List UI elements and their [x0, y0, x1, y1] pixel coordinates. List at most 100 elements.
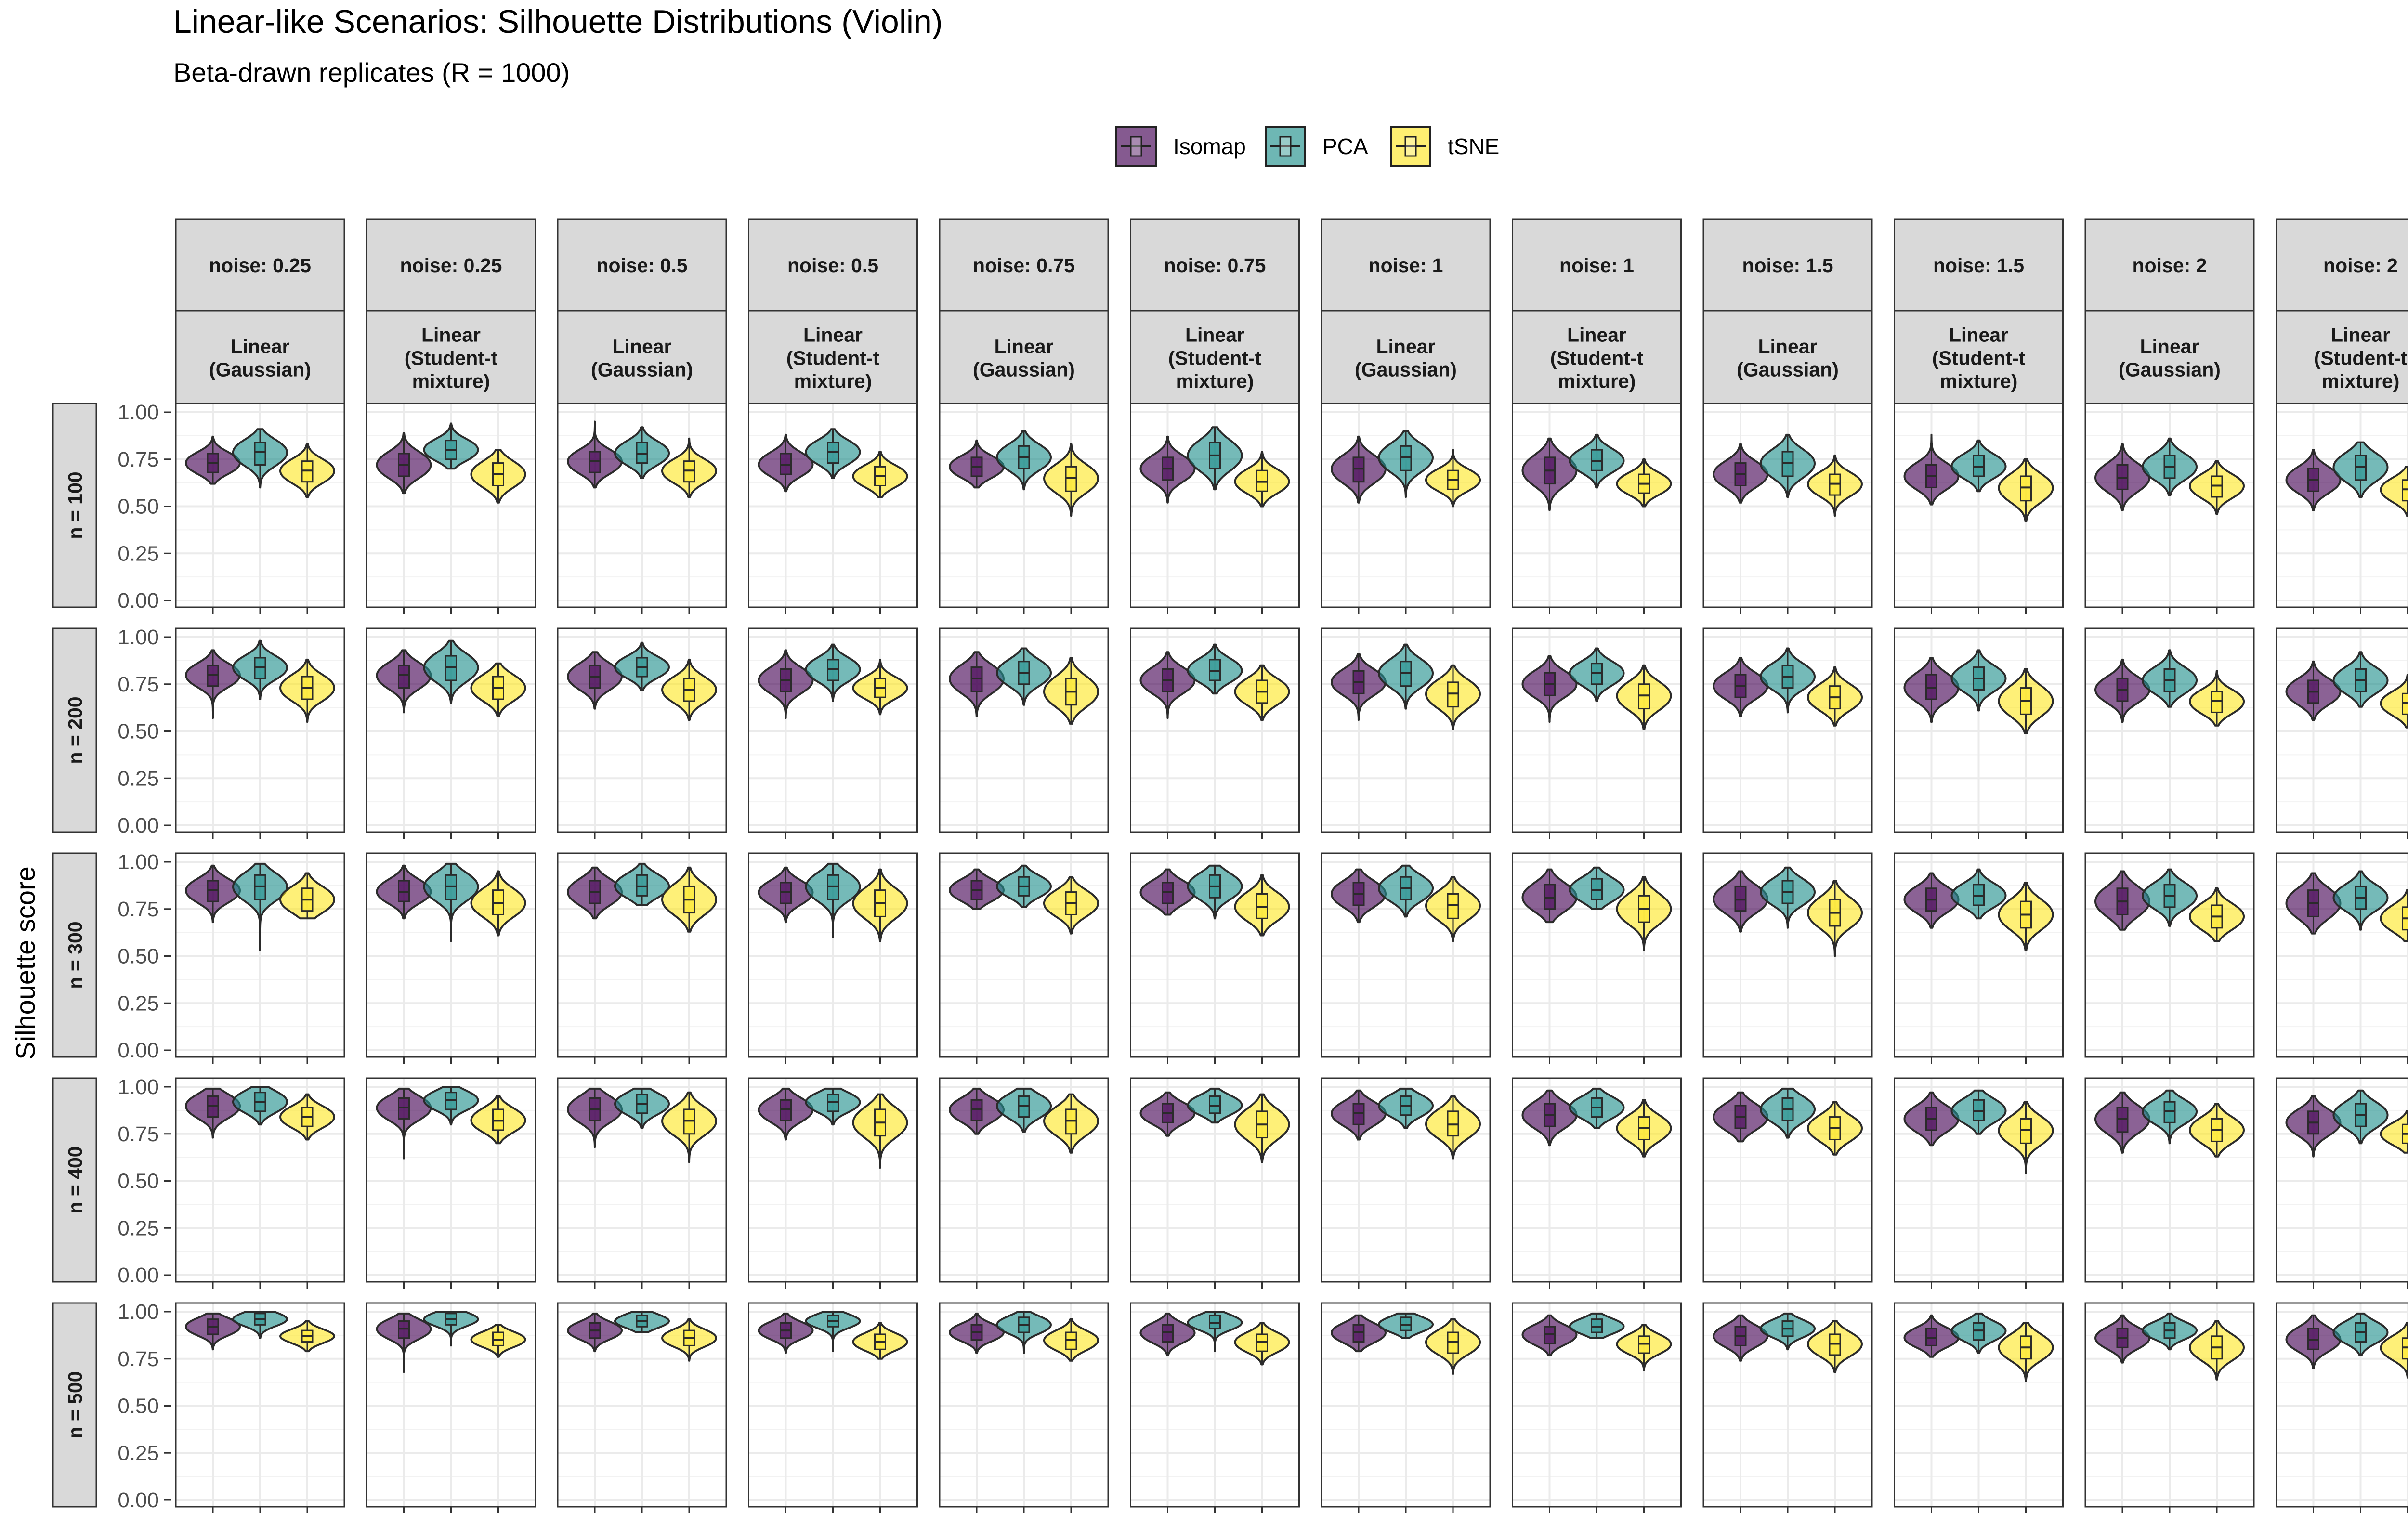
strip-distribution-label: Linear (Gaussian)	[973, 336, 1075, 381]
facet-panel	[939, 1302, 1109, 1513]
panel-border	[1321, 627, 1491, 833]
panel-border	[557, 403, 727, 608]
y-tick-label: 1.00	[118, 1300, 159, 1324]
panel-border	[2084, 852, 2255, 1058]
panel-border	[1702, 1077, 1873, 1283]
box-isomap	[398, 665, 410, 689]
panel-border	[366, 852, 536, 1058]
strip-distribution-label: Linear (Gaussian)	[1355, 336, 1457, 381]
facet-panel	[1130, 1077, 1300, 1289]
strip-noise-box	[366, 218, 536, 312]
panel-border	[748, 1302, 918, 1508]
row-strip-box	[52, 1302, 97, 1508]
facet-panel	[366, 627, 536, 839]
y-tick-label: 1.00	[118, 850, 159, 874]
chart-subtitle: Beta-drawn replicates (R = 1000)	[173, 57, 570, 88]
strip-distribution-box	[557, 310, 727, 405]
facet-grid: noise: 0.25 Linear (Gaussian) noise: 0.25 Li…	[52, 218, 2408, 1513]
panel-border	[1702, 403, 1873, 608]
strip-distribution-label: Linear (Student-t mixture)	[786, 324, 880, 392]
strip-distribution-box	[939, 310, 1109, 405]
y-tick-label: 0.50	[118, 495, 159, 519]
y-tick-label: 0.25	[118, 542, 159, 565]
strip-distribution-box	[748, 310, 918, 405]
strip-noise-label: noise: 0.25	[209, 254, 311, 276]
strip-distribution-box	[1512, 310, 1682, 405]
panel-border	[1894, 627, 2064, 833]
panel-border	[1702, 1302, 1873, 1508]
row-strip: n = 200	[52, 627, 97, 833]
facet-panel	[175, 627, 345, 839]
column-strip: noise: 1 Linear (Gaussian)	[1321, 218, 1491, 405]
panel-border	[1894, 403, 2064, 608]
legend: Isomap PCA tSNE	[1115, 126, 1499, 167]
strip-noise-box	[1512, 218, 1682, 312]
facet-panel	[2084, 627, 2255, 839]
facet-panel	[1702, 1302, 1873, 1513]
strip-noise-label: noise: 0.75	[973, 254, 1075, 276]
panel-border	[1894, 1302, 2064, 1508]
row-strip: n = 300	[52, 852, 97, 1058]
box-pca	[254, 442, 266, 466]
y-tick-label: 0.00	[118, 814, 159, 837]
facet-panel	[175, 852, 345, 1064]
facet-panel	[2084, 1302, 2255, 1513]
row-strip-label: n = 100	[64, 471, 86, 539]
panel-border	[1512, 627, 1682, 833]
strip-distribution-label: Linear (Student-t mixture)	[1932, 324, 2026, 392]
column-strip: noise: 0.75 Linear (Student-t mixture)	[1130, 218, 1300, 405]
facet-panel	[1130, 852, 1300, 1064]
facet-panel	[175, 1302, 345, 1513]
facet-panel	[748, 1302, 918, 1513]
panel-border	[366, 1077, 536, 1283]
panel-border	[1321, 1302, 1491, 1508]
panel-border	[366, 403, 536, 608]
facet-panel	[1702, 403, 1873, 614]
facet-panel	[939, 627, 1109, 839]
facet-panel	[2276, 627, 2408, 839]
facet-panel	[1512, 627, 1682, 839]
facet-panel	[175, 403, 345, 614]
facet-panel	[557, 852, 727, 1064]
chart-title: Linear-like Scenarios: Silhouette Distri…	[173, 3, 943, 40]
panel-border	[2276, 627, 2408, 833]
facet-panel	[1894, 1077, 2064, 1289]
panel-border	[175, 1077, 345, 1283]
panel-border	[2084, 1302, 2255, 1508]
panel-border	[557, 852, 727, 1058]
facet-panel	[2276, 403, 2408, 614]
facet-panel	[557, 1302, 727, 1513]
facet-panel	[748, 852, 918, 1064]
strip-noise-label: noise: 1	[1369, 254, 1443, 276]
y-tick-label: 0.50	[118, 1395, 159, 1418]
strip-distribution-label: Linear (Student-t mixture)	[1550, 324, 1644, 392]
y-tick-label: 0.50	[118, 720, 159, 743]
panel-border	[1702, 852, 1873, 1058]
column-strip: noise: 1.5 Linear (Student-t mixture)	[1894, 218, 2064, 405]
strip-noise-label: noise: 2	[2323, 254, 2398, 276]
strip-noise-box	[175, 218, 345, 312]
column-strip: noise: 2 Linear (Student-t mixture)	[2276, 218, 2408, 405]
panel-border	[175, 403, 345, 608]
panel-border	[1321, 852, 1491, 1058]
panel-border	[748, 627, 918, 833]
facet-panel	[1321, 403, 1491, 614]
facet-panel	[366, 1302, 536, 1513]
row-strip: n = 100	[52, 403, 97, 608]
facet-panel	[366, 403, 536, 614]
strip-noise-box	[2276, 218, 2408, 312]
y-tick-label: 0.25	[118, 1441, 159, 1465]
row-strip: n = 400	[52, 1077, 97, 1283]
facet-panel	[1130, 403, 1300, 614]
facet-panel	[1130, 1302, 1300, 1513]
facet-panel	[1512, 1077, 1682, 1289]
facet-panel	[939, 852, 1109, 1064]
panel-border	[557, 1302, 727, 1508]
facet-panel	[1894, 403, 2064, 614]
strip-distribution-label: Linear (Student-t mixture)	[1168, 324, 1262, 392]
strip-distribution-label: Linear (Gaussian)	[209, 336, 311, 381]
violin-tsne	[2380, 889, 2408, 942]
facet-panel	[175, 1077, 345, 1289]
facet-panel	[557, 1077, 727, 1289]
panel-border	[748, 403, 918, 608]
